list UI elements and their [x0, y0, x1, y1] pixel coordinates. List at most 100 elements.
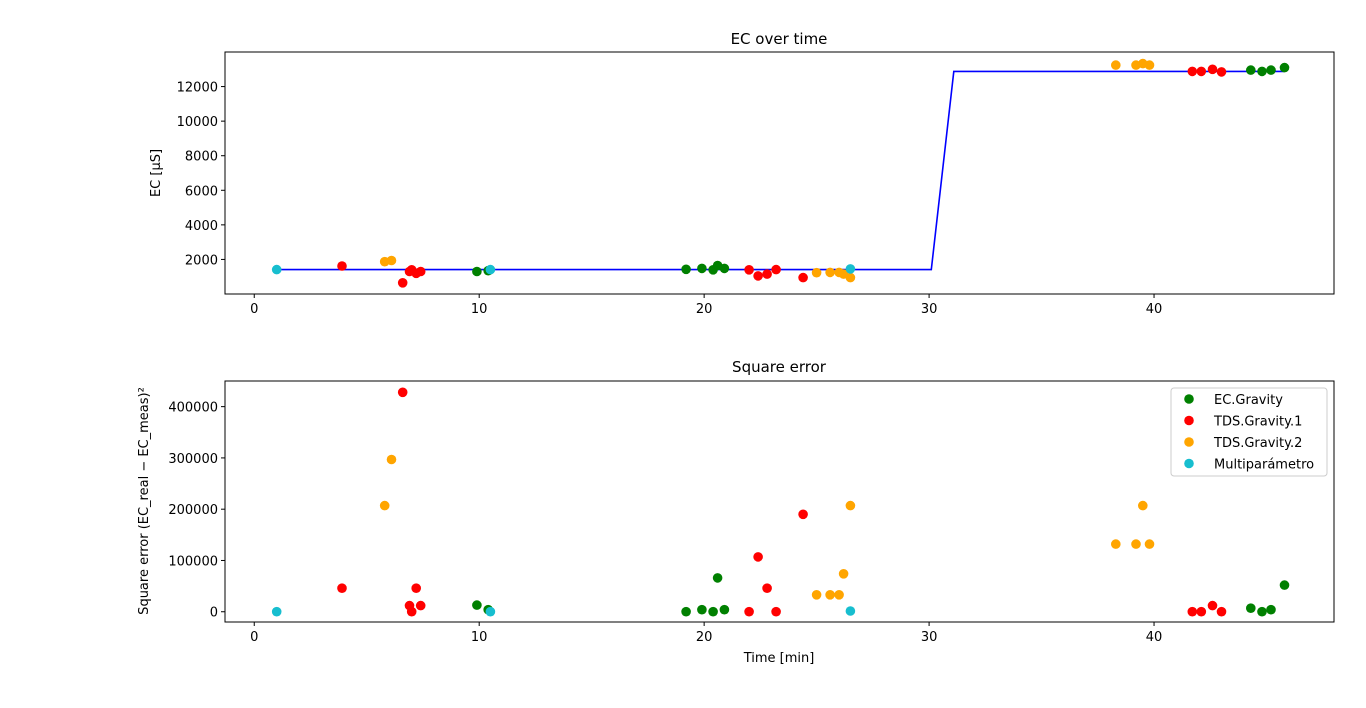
y-tick-label: 400000 [168, 401, 218, 416]
point-tds-gravity-1 [1187, 66, 1198, 77]
y-tick-label: 200000 [168, 503, 218, 518]
x-tick-label: 10 [471, 302, 488, 317]
point-tds-gravity-1 [1207, 64, 1218, 75]
point-ec-gravity [719, 604, 730, 615]
x-tick-label: 0 [250, 630, 258, 645]
point-tds-gravity-2 [386, 454, 397, 465]
point-tds-gravity-2 [1144, 60, 1155, 70]
x-tick-label: 30 [921, 630, 938, 645]
point-tds-gravity-2 [811, 590, 822, 600]
chart-square-error: Square error 0 10 20 30 40 0 100000 200000 30000… [137, 358, 1335, 666]
legend-label: Multiparámetro [1214, 458, 1314, 473]
point-ec-gravity [697, 263, 707, 274]
point-multipar-metro [271, 606, 282, 617]
y-tick-label: 8000 [185, 150, 218, 165]
x-tick-label: 30 [921, 302, 938, 317]
point-ec-gravity [681, 264, 691, 275]
x-axis-label: Time [min] [743, 651, 815, 666]
point-tds-gravity-1 [337, 261, 347, 271]
tick-group: 0 10 20 30 40 0 100000 200000 300000 400000 [168, 401, 1162, 645]
legend-label: TDS.Gravity.1 [1213, 415, 1302, 430]
y-tick-label: 6000 [185, 184, 218, 199]
reference-line [276, 70, 1285, 271]
x-tick-label: 40 [1146, 302, 1163, 317]
point-tds-gravity-2 [1111, 539, 1121, 549]
chart-ec-over-time: EC over time 0 10 20 30 40 2000 4000 6000 8000 10… [149, 30, 1335, 317]
legend-marker [1184, 458, 1194, 469]
point-tds-gravity-1 [798, 272, 808, 283]
point-tds-gravity-1 [762, 269, 772, 279]
point-ec-gravity [1279, 580, 1290, 590]
legend-marker [1184, 437, 1194, 447]
point-tds-gravity-2 [825, 590, 835, 600]
point-tds-gravity-2 [834, 590, 844, 600]
point-tds-gravity-1 [415, 266, 426, 277]
point-ec-gravity [681, 606, 691, 617]
legend-label: TDS.Gravity.2 [1213, 436, 1302, 451]
point-tds-gravity-2 [1131, 539, 1141, 549]
point-ec-gravity [1246, 65, 1256, 75]
point-tds-gravity-1 [1216, 67, 1227, 77]
point-multipar-metro [845, 264, 856, 274]
point-tds-gravity-1 [753, 552, 763, 562]
y-axis-label: EC [μS] [149, 149, 164, 197]
point-ec-gravity [697, 604, 707, 615]
legend-label: EC.Gravity [1214, 393, 1283, 408]
point-tds-gravity-1 [1196, 66, 1207, 77]
point-ec-gravity [1266, 65, 1276, 75]
point-tds-gravity-1 [415, 600, 426, 611]
point-tds-gravity-2 [845, 272, 856, 283]
plot-frame [224, 380, 1335, 623]
x-tick-label: 20 [696, 630, 713, 645]
point-tds-gravity-2 [379, 500, 390, 511]
point-multipar-metro [485, 606, 496, 617]
point-tds-gravity-1 [337, 583, 347, 593]
point-ec-gravity [1257, 606, 1267, 617]
point-multipar-metro [485, 264, 496, 275]
point-tds-gravity-1 [397, 278, 408, 288]
point-tds-gravity-2 [1138, 500, 1148, 511]
legend-marker [1184, 415, 1194, 426]
y-tick-label: 10000 [177, 115, 218, 130]
point-tds-gravity-1 [1196, 606, 1207, 617]
point-tds-gravity-1 [1216, 606, 1227, 617]
scatter-points [271, 58, 1290, 288]
point-tds-gravity-1 [744, 606, 754, 617]
ec-real-line [276, 70, 1285, 271]
point-ec-gravity [472, 266, 482, 277]
point-ec-gravity [1279, 62, 1290, 73]
point-tds-gravity-2 [838, 569, 849, 579]
point-tds-gravity-1 [411, 583, 422, 593]
y-tick-label: 12000 [177, 81, 218, 96]
point-ec-gravity [472, 600, 482, 610]
point-ec-gravity [1257, 66, 1267, 77]
point-tds-gravity-1 [406, 606, 417, 617]
x-tick-label: 40 [1146, 630, 1163, 645]
point-ec-gravity [1246, 603, 1256, 613]
chart-title: Square error [732, 358, 827, 376]
point-multipar-metro [845, 606, 856, 616]
y-tick-label: 300000 [168, 452, 218, 467]
x-tick-label: 10 [471, 630, 488, 645]
point-tds-gravity-2 [825, 267, 835, 278]
point-ec-gravity [719, 263, 730, 274]
point-tds-gravity-1 [753, 271, 763, 281]
point-tds-gravity-1 [397, 387, 408, 398]
legend-marker [1184, 394, 1194, 404]
point-tds-gravity-1 [798, 509, 808, 520]
y-tick-label: 100000 [168, 554, 218, 569]
point-tds-gravity-2 [811, 267, 822, 278]
x-tick-label: 0 [250, 302, 258, 317]
point-tds-gravity-1 [744, 265, 754, 275]
y-tick-label: 0 [210, 606, 218, 621]
plot-frame [224, 51, 1335, 295]
y-tick-label: 2000 [185, 253, 218, 268]
y-tick-label: 4000 [185, 219, 218, 234]
x-tick-label: 20 [696, 302, 713, 317]
point-tds-gravity-2 [386, 255, 397, 266]
point-tds-gravity-1 [1207, 600, 1218, 611]
point-tds-gravity-1 [771, 264, 781, 275]
point-multipar-metro [271, 264, 282, 275]
chart-title: EC over time [731, 30, 828, 48]
